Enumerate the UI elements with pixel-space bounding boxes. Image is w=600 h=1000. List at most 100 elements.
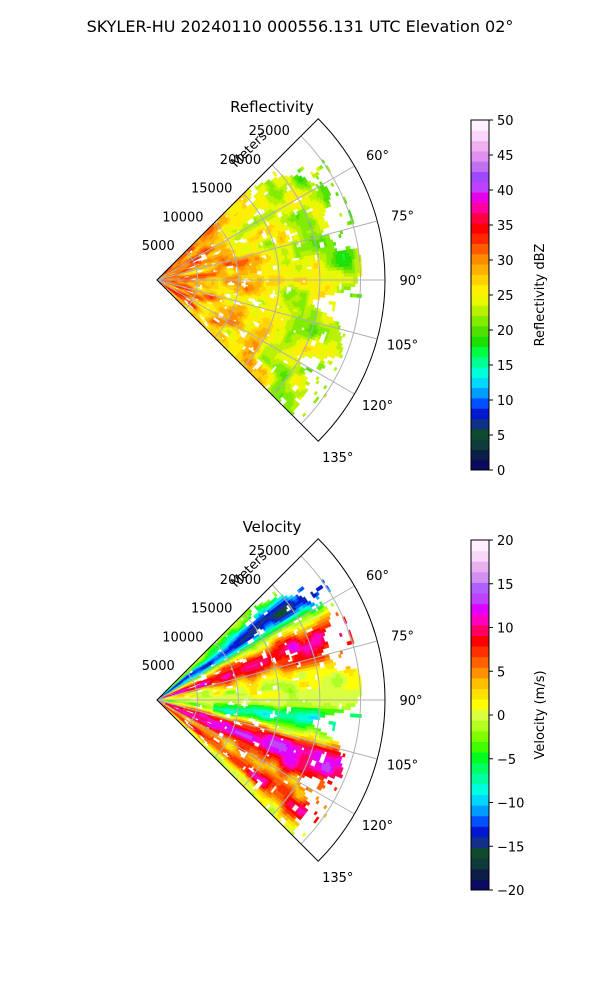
radar-gate (272, 269, 276, 273)
radar-gate (290, 267, 294, 271)
radar-gate (254, 272, 258, 276)
radar-gate (286, 236, 291, 241)
radar-gate (268, 269, 271, 273)
radar-gate (256, 285, 260, 288)
radar-gate (281, 288, 285, 292)
radar-gate (243, 276, 247, 279)
radar-gate (261, 283, 265, 286)
radar-gate (288, 293, 291, 297)
radar-gate (270, 287, 274, 291)
radar-gate (252, 274, 256, 277)
radar-gate (289, 275, 292, 278)
radar-gate (238, 276, 242, 279)
radar-gate (284, 286, 287, 290)
radar-gate (275, 271, 278, 274)
radar-gate (263, 285, 267, 288)
radar-gate (227, 277, 231, 279)
radar-gate (199, 283, 203, 285)
radar-gate (286, 275, 290, 278)
radar-gate (252, 283, 256, 286)
radar-gate (273, 275, 276, 279)
radar-gate (257, 274, 260, 277)
radar-gate (284, 282, 288, 285)
radar-gate (265, 270, 269, 273)
radar-gate (250, 274, 253, 277)
radar-gate (247, 274, 251, 277)
radar-gate (293, 267, 296, 271)
radar-gate (245, 273, 249, 276)
radar-gate (232, 277, 235, 279)
radar-gate (263, 276, 267, 279)
radar-gate (293, 289, 296, 293)
radar-gate (293, 272, 297, 276)
radar-gate (257, 283, 260, 286)
radar-gate (293, 274, 297, 278)
radar-gate (270, 275, 274, 279)
radar-gate (288, 272, 292, 276)
radar-gate (279, 284, 283, 287)
radar-gate (227, 281, 231, 283)
radar-gate (291, 284, 294, 288)
radar-gate (238, 275, 242, 278)
radar-gate (256, 269, 260, 272)
radar-gate (288, 265, 292, 269)
radar-gate (266, 275, 269, 279)
radar-gate (266, 283, 269, 287)
radar-gate (266, 285, 269, 288)
radar-gate (291, 270, 294, 274)
radar-gate (268, 283, 272, 287)
chart-0: Reflectivity500010000150002000025000Mete… (142, 98, 548, 479)
radar-gate (268, 271, 272, 275)
radar-gate (281, 286, 285, 290)
radar-gate (197, 285, 201, 287)
radar-gate (279, 290, 283, 294)
radar-gate (270, 283, 274, 287)
radar-gate (290, 265, 294, 269)
radar-gate (250, 283, 253, 286)
radar-gate (267, 267, 271, 271)
radar-gate (272, 285, 276, 289)
radar-gate (290, 293, 294, 297)
radar-gate (286, 268, 290, 272)
radar-gate (283, 266, 287, 270)
radar-gate (270, 269, 274, 273)
radar-gate (282, 273, 285, 276)
radar-gate (228, 292, 232, 295)
radar-gate (193, 277, 196, 279)
radar-gate (274, 288, 278, 291)
radar-gate (272, 271, 276, 275)
radar-gate (257, 281, 260, 284)
radar-gate (268, 285, 272, 289)
radar-gate (293, 282, 297, 286)
radar-gate (279, 268, 283, 272)
radar-gate (289, 282, 292, 285)
radar-gate (285, 263, 289, 267)
radar-gate (254, 276, 258, 279)
radar-gate (283, 290, 287, 294)
radar-gate (263, 274, 267, 277)
radar-gate (212, 268, 216, 271)
radar-gate (192, 285, 196, 287)
radar-gate (281, 290, 285, 294)
radar-gate (275, 273, 278, 277)
radar-gate (292, 294, 296, 298)
radar-gate (282, 284, 285, 287)
radar-gate (270, 267, 274, 271)
radar-gate (243, 275, 247, 278)
radar-gate (259, 285, 262, 288)
radar-gate (284, 268, 287, 272)
radar-gate (288, 263, 291, 267)
radar-gate (281, 268, 285, 272)
radar-gate (284, 288, 287, 292)
radar-gate (186, 275, 189, 277)
radar-gate (234, 277, 237, 279)
radar-gate (288, 291, 292, 295)
radar-gate (241, 275, 244, 278)
radar-gate (268, 275, 272, 279)
radar-gate (292, 262, 296, 266)
radar-gate (263, 272, 267, 275)
radar-gate (270, 273, 274, 277)
radar-gate (292, 265, 296, 269)
radar-gate (247, 283, 251, 286)
radar-gate (247, 276, 251, 279)
